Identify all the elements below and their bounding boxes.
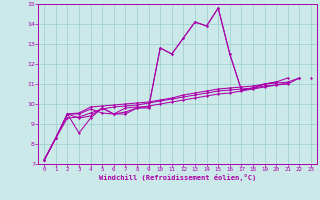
- X-axis label: Windchill (Refroidissement éolien,°C): Windchill (Refroidissement éolien,°C): [99, 174, 256, 181]
